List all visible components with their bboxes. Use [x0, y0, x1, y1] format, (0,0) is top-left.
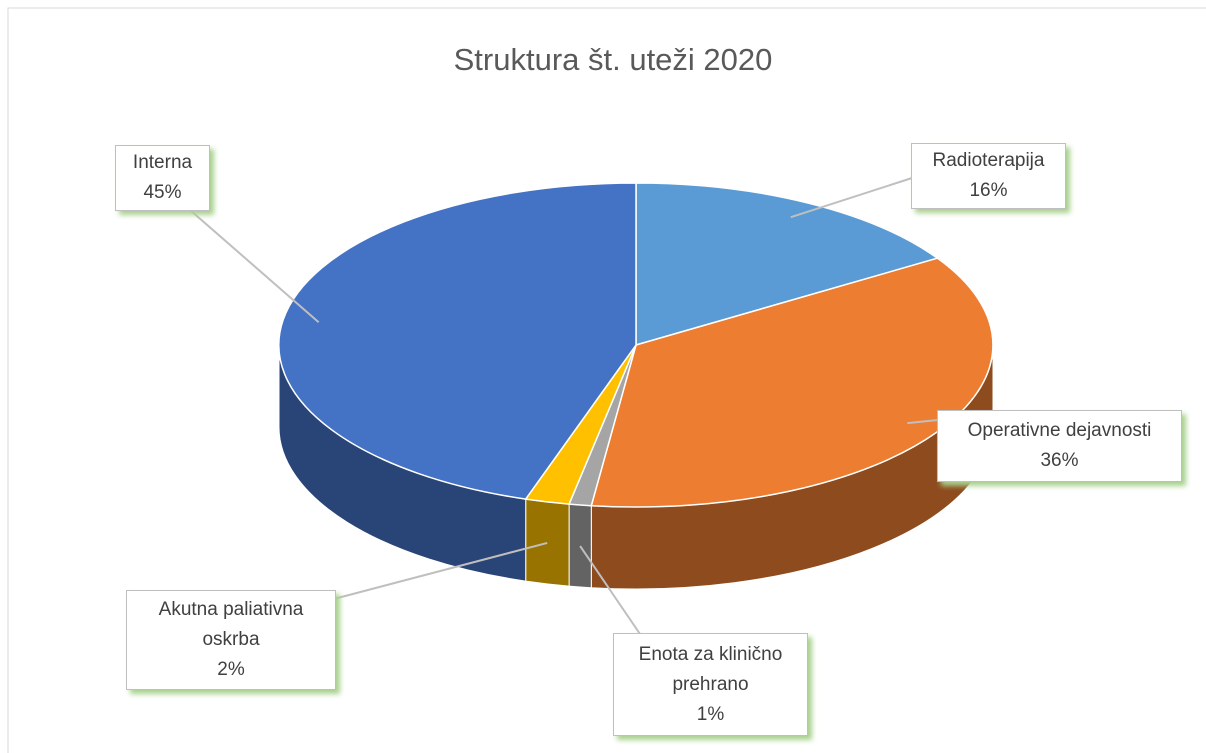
data-label: Operativne dejavnosti 36%: [937, 410, 1182, 482]
data-label: Enota za klinično prehrano 1%: [613, 633, 808, 736]
label-value: 16%: [969, 180, 1008, 201]
slice-side: [525, 498, 570, 587]
slice: [635, 182, 940, 346]
data-label: Akutna paliativna oskrba 2%: [126, 590, 336, 690]
label-name: Akutna paliativna oskrba: [158, 599, 304, 650]
label-name: Enota za klinično prehrano: [638, 643, 783, 695]
label-name: Radioterapija: [932, 150, 1045, 171]
leader-line: [579, 545, 641, 635]
slice: [278, 182, 637, 500]
leader-line: [189, 209, 320, 323]
leader-line: [907, 419, 939, 425]
label-value: 1%: [696, 703, 725, 725]
label-name: Operativne dejavnosti: [967, 420, 1152, 441]
label-value: 36%: [1040, 450, 1079, 471]
data-label: Interna 45%: [115, 145, 210, 211]
label-name: Interna: [132, 152, 193, 173]
data-label: Radioterapija 16%: [911, 143, 1066, 209]
label-value: 45%: [143, 182, 182, 203]
label-value: 2%: [217, 659, 245, 680]
slice-side: [568, 503, 592, 589]
leader-line: [790, 177, 913, 219]
leader-line: [329, 541, 548, 601]
chart-title: Struktura št. uteži 2020: [454, 42, 773, 77]
